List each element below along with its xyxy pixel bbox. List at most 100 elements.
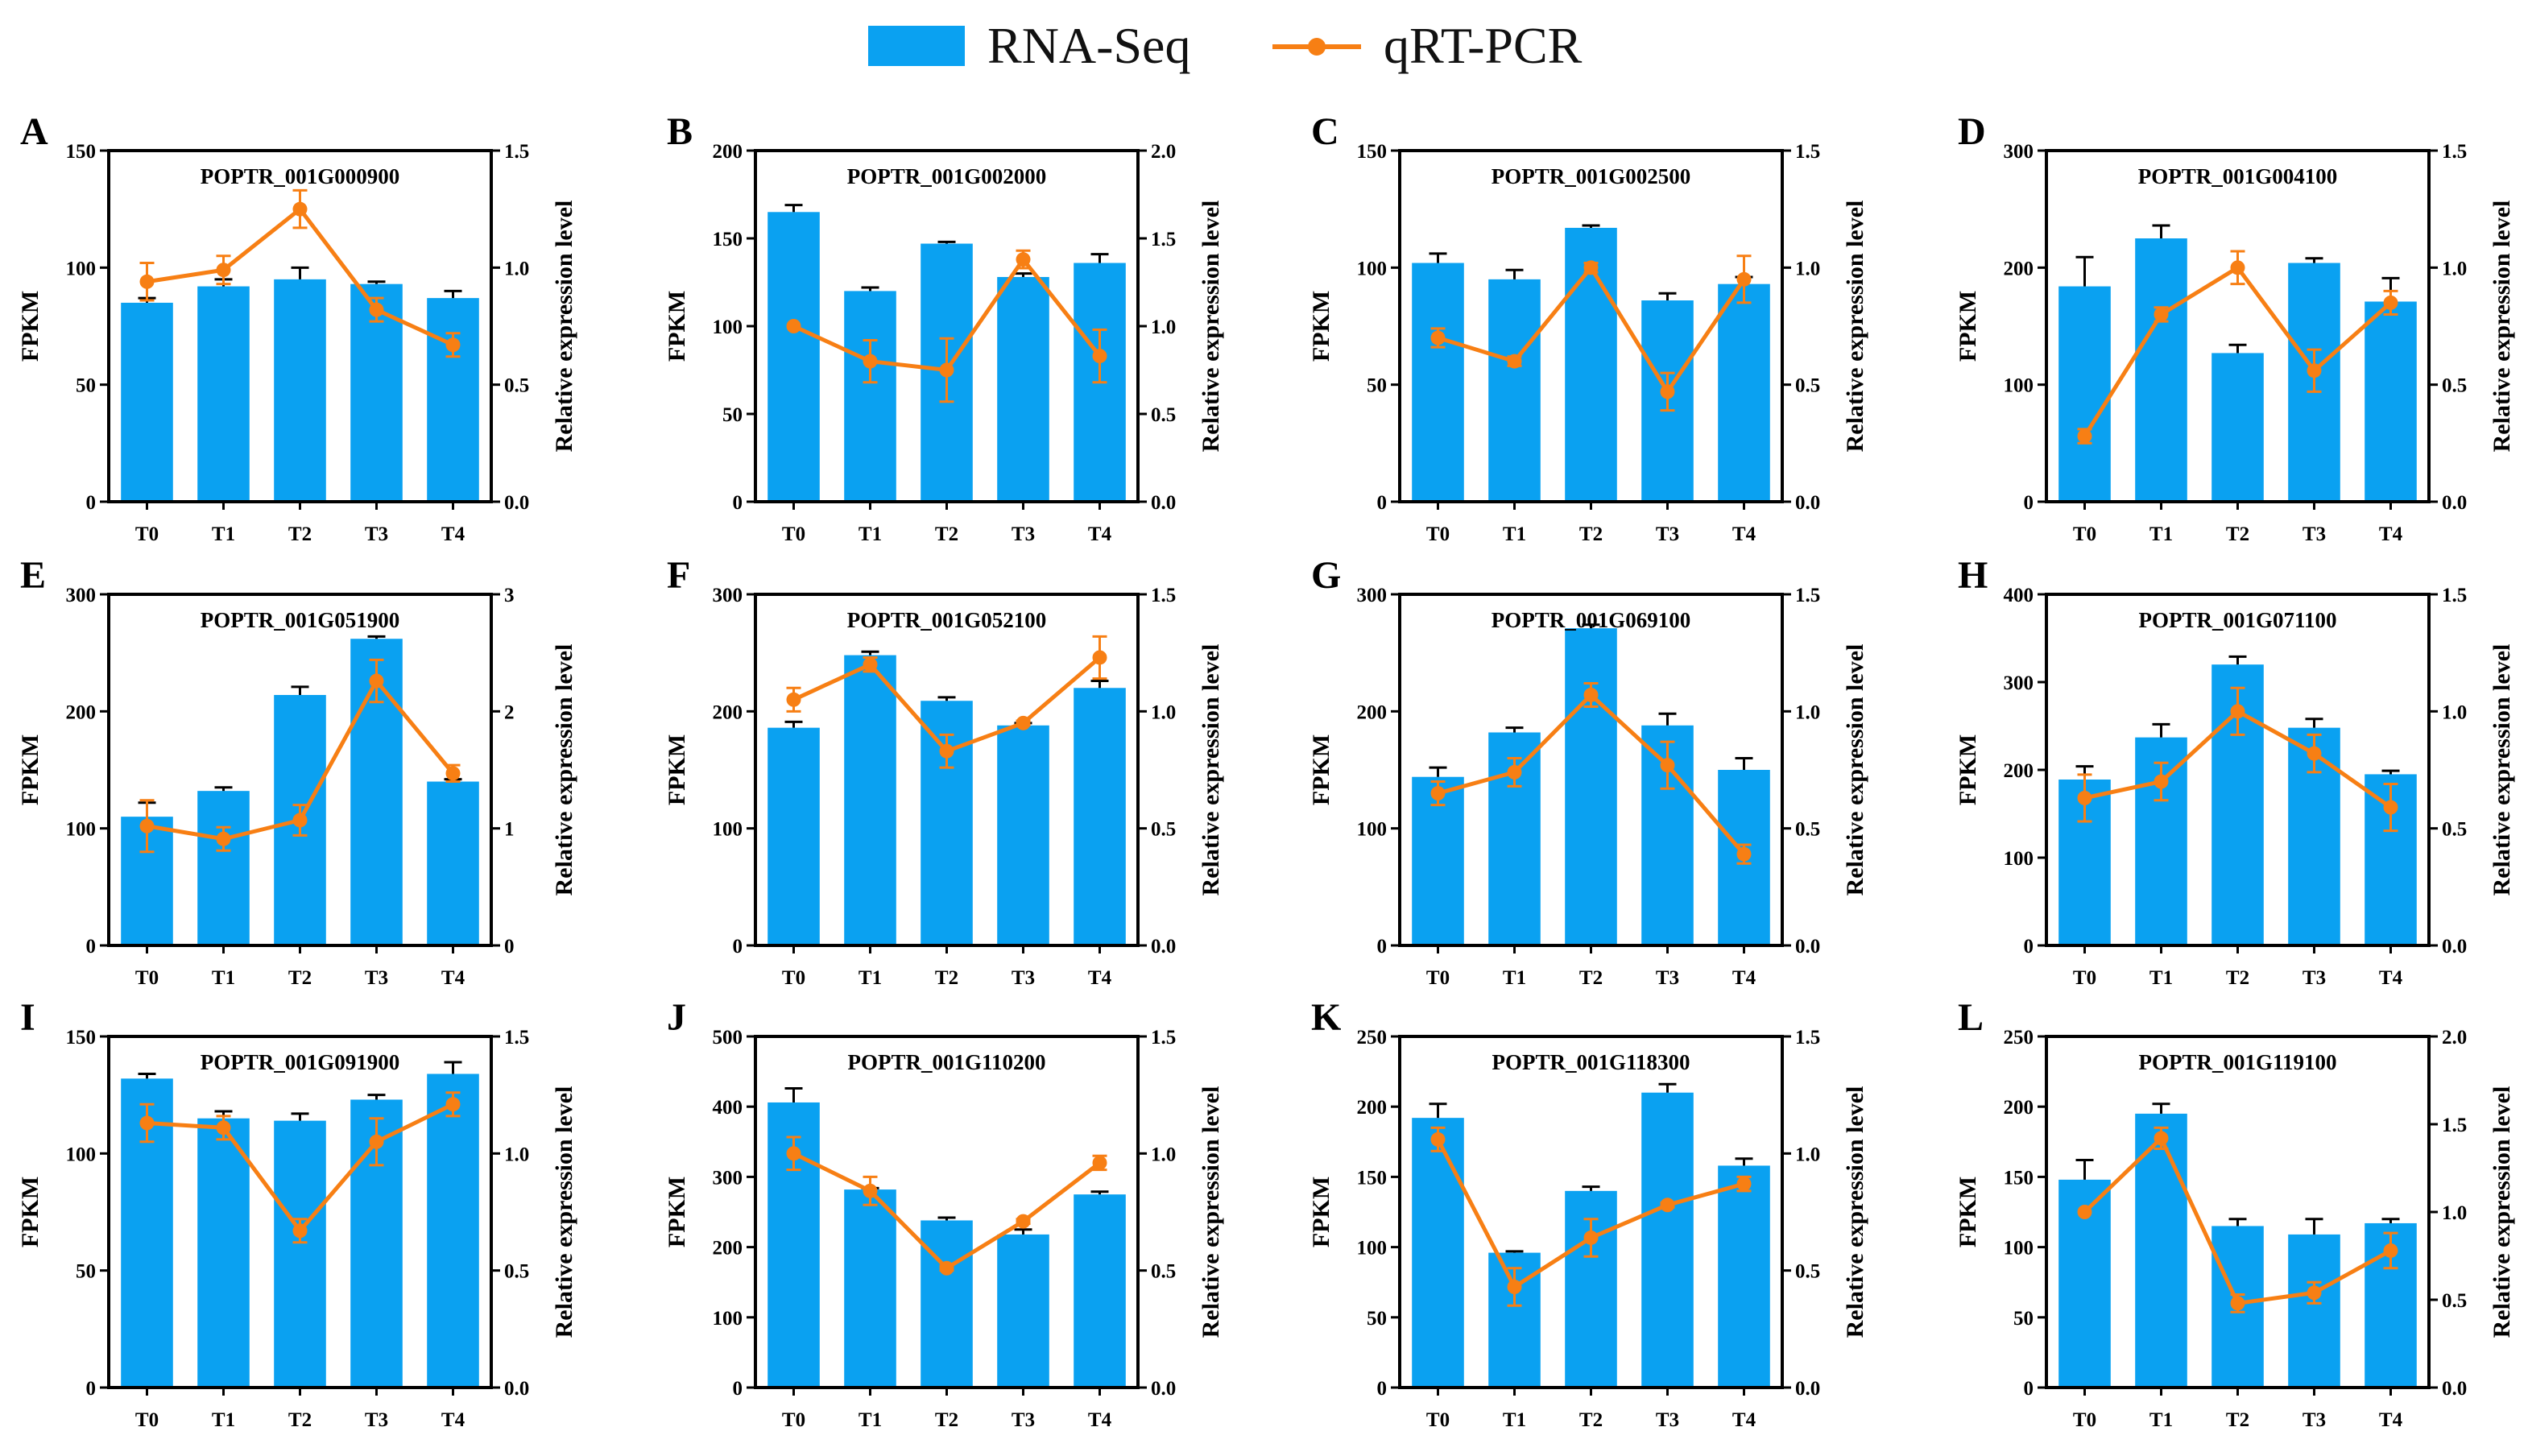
- gene-title: POPTR_001G069100: [1492, 608, 1691, 632]
- x-tick-label-t1: T1: [2149, 523, 2173, 545]
- point-t0: [786, 319, 801, 333]
- right-tick-label: 1.5: [1795, 1027, 1820, 1049]
- left-tick-label: 0: [2024, 1378, 2034, 1400]
- panel-label: L: [1958, 996, 1984, 1039]
- panel-label: A: [20, 110, 48, 153]
- bar-t1: [844, 655, 896, 945]
- x-tick-label-t4: T4: [2379, 523, 2403, 545]
- left-tick-label: 200: [2004, 1097, 2034, 1119]
- point-t1: [216, 263, 231, 278]
- point-t1: [1507, 354, 1522, 369]
- left-tick-label: 0: [86, 1378, 97, 1400]
- right-tick-label: 1.5: [2442, 141, 2467, 163]
- panel-label: E: [20, 554, 46, 597]
- left-tick-label: 300: [66, 585, 97, 606]
- x-tick-label-t2: T2: [288, 1409, 312, 1431]
- point-t3: [2307, 746, 2322, 761]
- bar-t0: [121, 302, 173, 502]
- x-tick-label-t0: T0: [2073, 1409, 2096, 1431]
- point-t1: [1507, 1280, 1522, 1295]
- point-t3: [1660, 384, 1675, 399]
- right-tick-label: 0.5: [1795, 375, 1820, 397]
- x-tick-label-t0: T0: [2073, 523, 2096, 545]
- left-tick-label: 150: [713, 229, 743, 250]
- point-t1: [863, 354, 878, 369]
- right-tick-label: 1.5: [504, 1027, 529, 1049]
- left-tick-label: 0: [86, 936, 97, 958]
- point-t0: [139, 818, 155, 833]
- bar-t2: [274, 1120, 326, 1388]
- left-tick-label: 0: [733, 492, 743, 514]
- x-tick-label-t1: T1: [212, 523, 235, 545]
- point-t0: [1430, 330, 1446, 345]
- left-tick-label: 300: [2004, 141, 2034, 163]
- y-axis-label: FPKM: [1308, 734, 1334, 805]
- x-tick-label-t4: T4: [441, 1409, 465, 1431]
- x-tick-label-t3: T3: [365, 523, 388, 545]
- gene-title: POPTR_001G118300: [1492, 1050, 1690, 1074]
- panel-label: D: [1958, 110, 1986, 153]
- left-tick-label: 400: [713, 1097, 743, 1119]
- panel-label: F: [667, 554, 690, 597]
- x-tick-label-t0: T0: [1426, 967, 1450, 989]
- point-t1: [2154, 774, 2169, 789]
- bar-t3: [997, 276, 1049, 502]
- point-t3: [1016, 252, 1031, 267]
- point-t2: [2230, 1296, 2245, 1311]
- point-t0: [1430, 786, 1446, 801]
- x-tick-label-t4: T4: [1088, 967, 1112, 989]
- x-tick-label-t1: T1: [2149, 967, 2173, 989]
- right-tick-label: 0.5: [2442, 1290, 2467, 1312]
- left-tick-label: 50: [2013, 1308, 2034, 1330]
- point-t2: [292, 1223, 308, 1239]
- x-tick-label-t1: T1: [1503, 967, 1526, 989]
- right-tick-label: 2.0: [1151, 141, 1176, 163]
- y2-axis-label: Relative expression level: [1842, 1086, 1868, 1338]
- right-tick-label: 0.0: [2442, 936, 2467, 958]
- left-tick-label: 100: [1357, 1238, 1388, 1260]
- y-axis-label: FPKM: [664, 1177, 690, 1247]
- x-tick-label-t2: T2: [1579, 1409, 1603, 1431]
- point-t2: [292, 201, 308, 217]
- right-tick-label: 1.5: [504, 141, 529, 163]
- left-tick-label: 200: [66, 701, 97, 723]
- left-tick-label: 200: [713, 1238, 743, 1260]
- right-tick-label: 1.5: [1151, 1027, 1176, 1049]
- y2-axis-label: Relative expression level: [1198, 201, 1224, 453]
- left-tick-label: 200: [1357, 701, 1388, 723]
- point-t2: [939, 362, 954, 378]
- right-tick-label: 0.5: [504, 1261, 529, 1283]
- bar-t4: [427, 298, 479, 502]
- point-t2: [1583, 260, 1599, 275]
- bar-t1: [197, 1118, 250, 1388]
- right-tick-label: 0.0: [2442, 492, 2467, 514]
- y2-axis-label: Relative expression level: [2489, 1086, 2515, 1338]
- panel-b: 0 50 100 150 200 0.0 0.5 1.0 1.5 2.0 T0 T1 T2 T3 T4 FPK…: [664, 110, 1224, 545]
- x-tick-label-t4: T4: [1088, 523, 1112, 545]
- point-t4: [1092, 1155, 1107, 1170]
- gene-title: POPTR_001G051900: [201, 608, 400, 632]
- point-t4: [2383, 1243, 2398, 1258]
- left-tick-label: 0: [1377, 1378, 1388, 1400]
- point-t0: [786, 692, 801, 707]
- y2-axis-label: Relative expression level: [551, 201, 577, 453]
- left-tick-label: 50: [76, 1261, 96, 1283]
- gene-title: POPTR_001G004100: [2138, 164, 2338, 188]
- left-tick-label: 300: [2004, 672, 2034, 694]
- point-t2: [939, 743, 954, 759]
- bar-t2: [921, 1220, 973, 1388]
- bar-t3: [1641, 1092, 1694, 1388]
- gene-title: POPTR_001G002000: [847, 164, 1047, 188]
- point-t3: [369, 302, 384, 317]
- x-tick-label-t4: T4: [441, 967, 465, 989]
- y2-axis-label: Relative expression level: [551, 644, 577, 896]
- right-tick-label: 0.0: [1151, 1378, 1176, 1400]
- point-t0: [1430, 1131, 1446, 1147]
- right-tick-label: 1.0: [2442, 701, 2467, 723]
- left-tick-label: 50: [722, 404, 743, 426]
- panel-f: 0 100 200 300 0.0 0.5 1.0 1.5 T0 T1 T2 T3 T4 FPKM Rela…: [664, 554, 1224, 989]
- left-tick-label: 150: [1357, 1167, 1388, 1189]
- bar-t0: [2058, 286, 2111, 502]
- right-tick-label: 1.0: [504, 258, 529, 279]
- panel-g: 0 100 200 300 0.0 0.5 1.0 1.5 T0 T1 T2 T3 T4 FPKM Rela…: [1308, 554, 1868, 989]
